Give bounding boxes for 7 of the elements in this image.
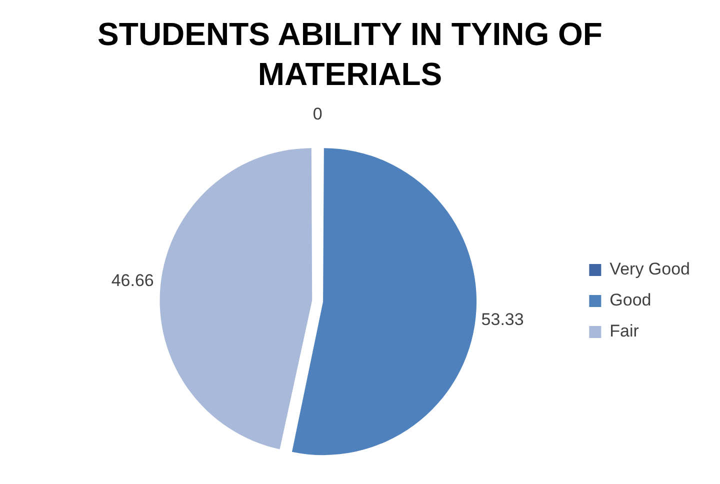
legend-label: Fair: [610, 322, 640, 341]
text: 0: [312, 104, 322, 124]
chart-title: STUDENTS ABILITY IN TYING OF MATERIALS: [96, 15, 604, 94]
legend-label: Good: [610, 290, 652, 310]
data-label: 46.66: [111, 271, 154, 290]
data-label: 53.33: [481, 310, 524, 330]
legend-label: Very Good: [610, 260, 690, 279]
